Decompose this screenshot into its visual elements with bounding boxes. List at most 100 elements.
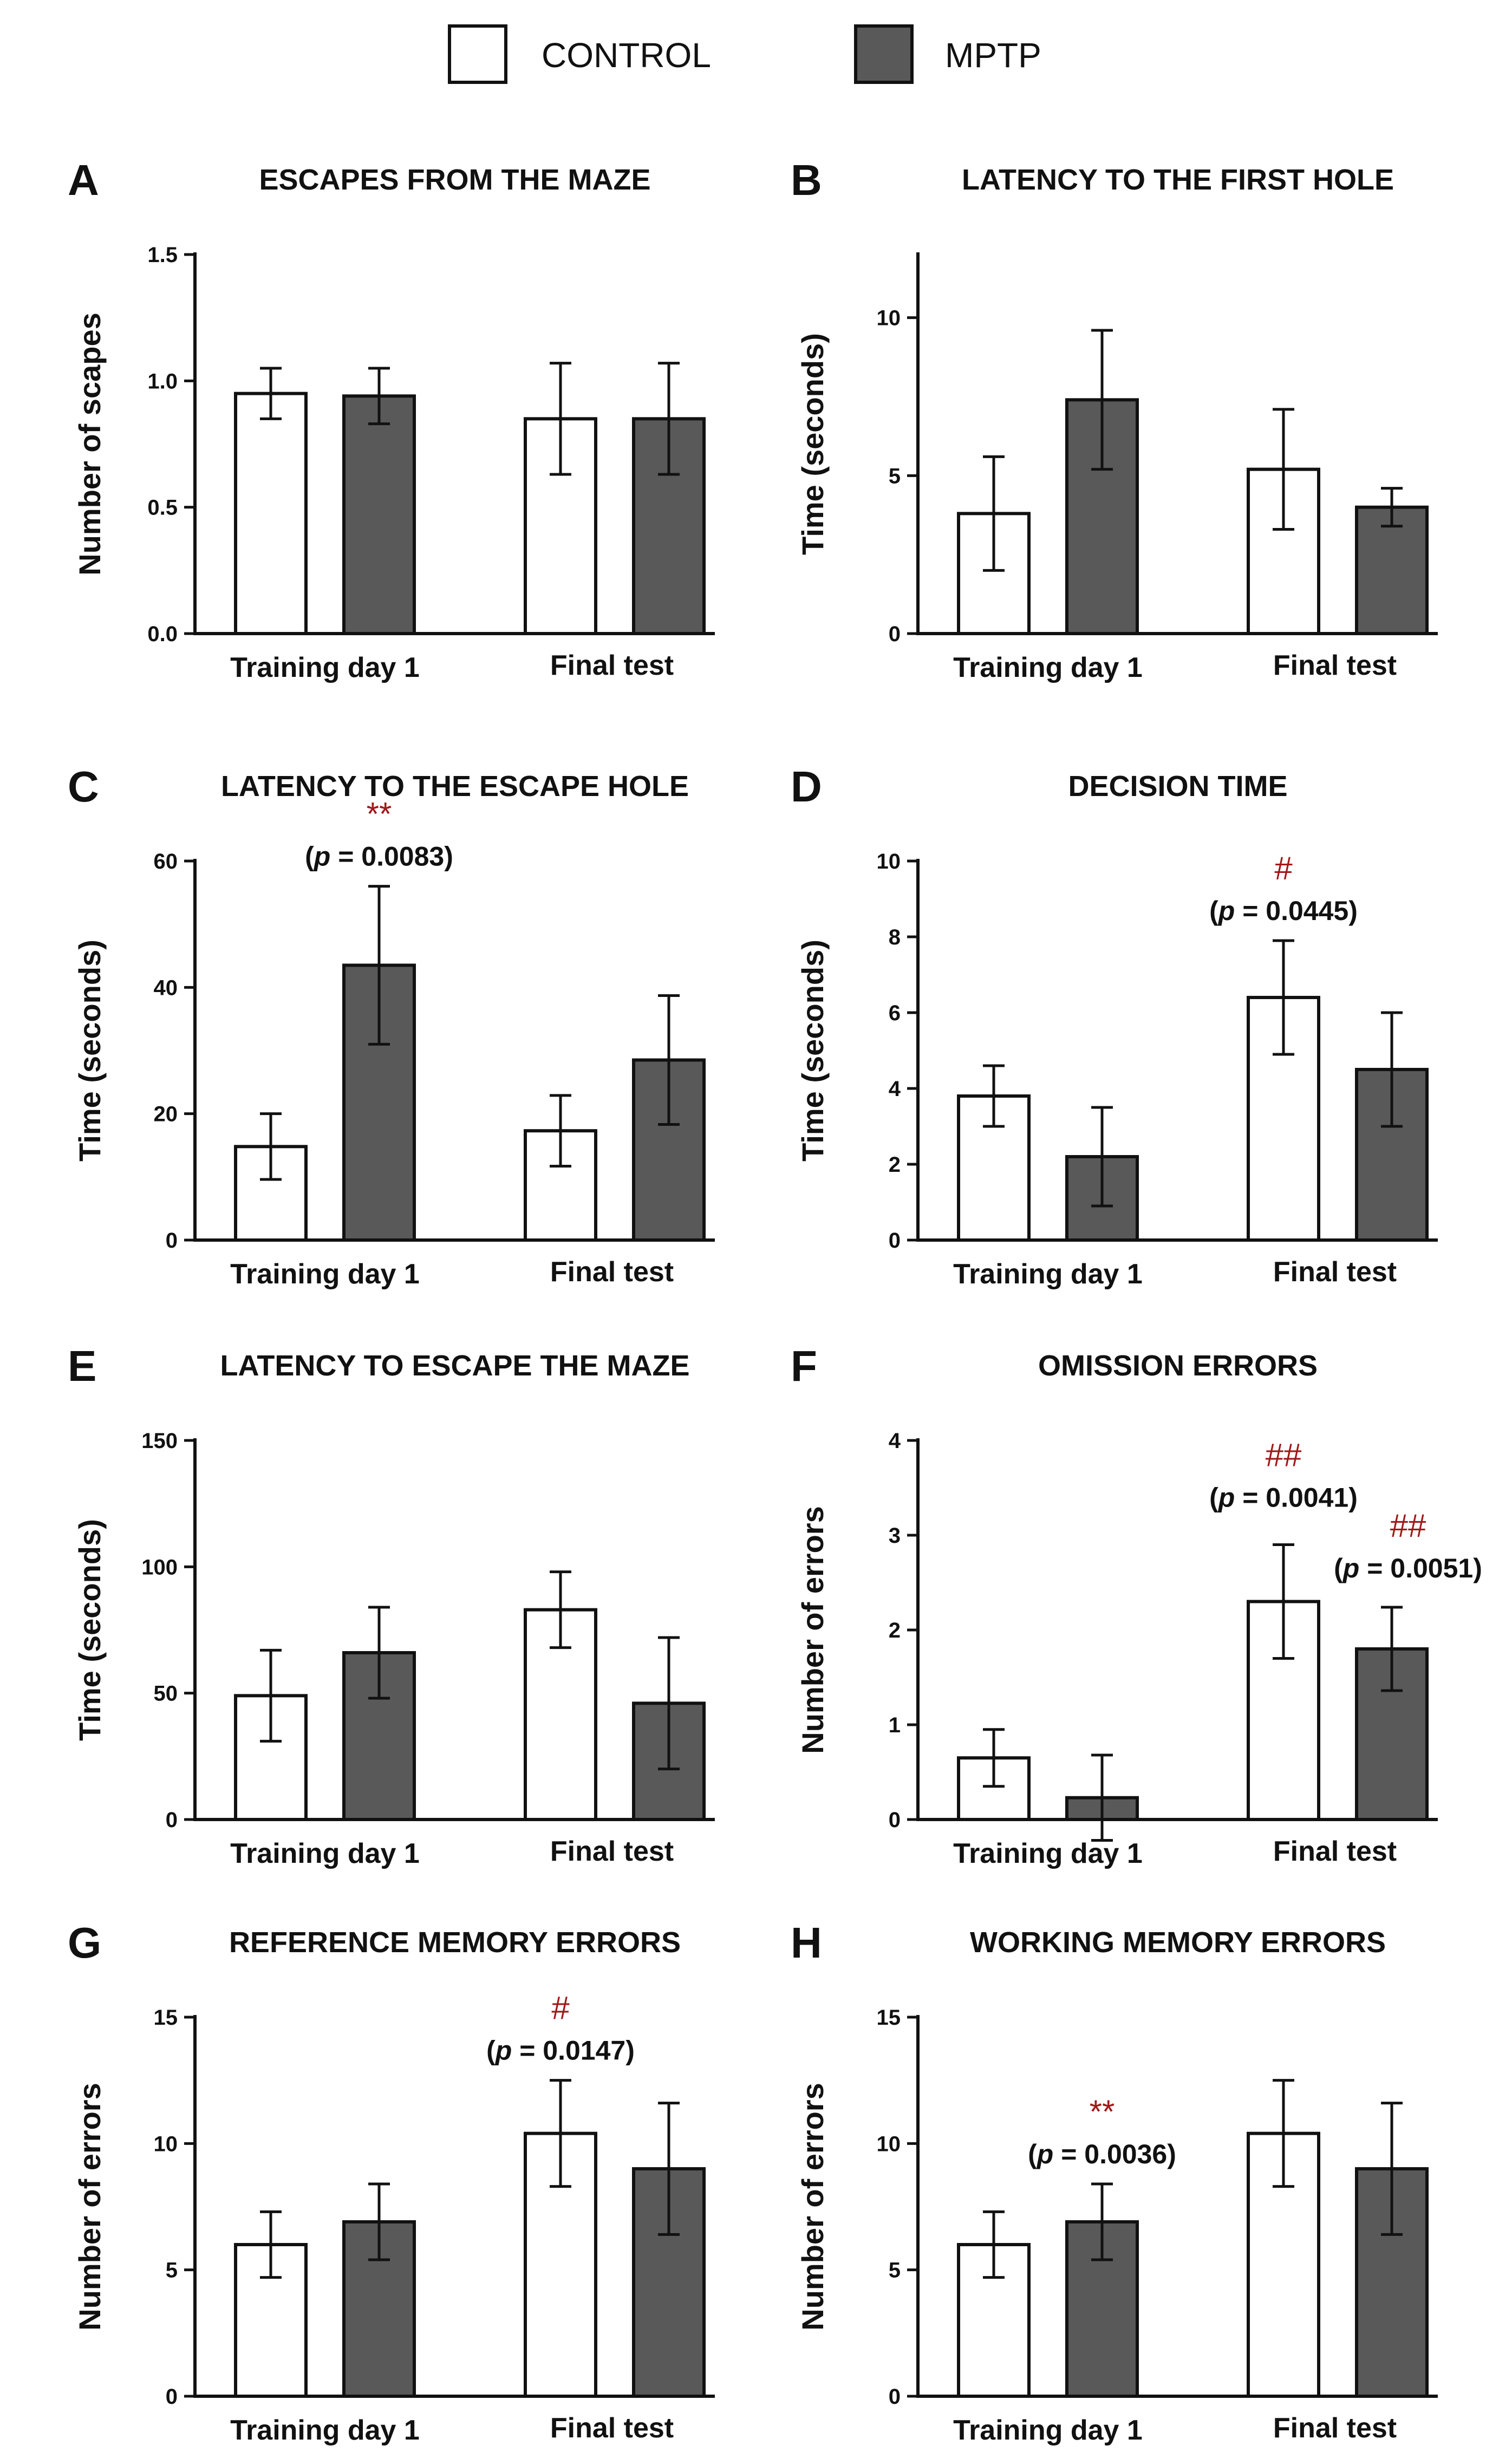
chart-g-title: REFERENCE MEMORY ERRORS bbox=[229, 1926, 681, 1959]
chart-d-y-tick-label: 2 bbox=[889, 1153, 901, 1177]
chart-e-x-tick-label: Final test bbox=[550, 1836, 674, 1867]
chart-f-p-value: (p = 0.0041) bbox=[1209, 1483, 1358, 1513]
chart-f-p-value-rest: = 0.0041) bbox=[1235, 1483, 1358, 1513]
chart-e-panel-letter: E bbox=[68, 1342, 96, 1390]
chart-f-y-tick-label: 1 bbox=[889, 1713, 901, 1737]
chart-f-y-label: Number of errors bbox=[796, 1506, 830, 1753]
chart-c-p-value-italic: p bbox=[313, 842, 331, 872]
chart-d-y-tick-label: 10 bbox=[877, 850, 901, 873]
chart-f-panel-letter: F bbox=[791, 1342, 817, 1390]
chart-h-significance-mark: ** bbox=[1090, 2094, 1115, 2130]
chart-e: E LATENCY TO ESCAPE THE MAZE Time (seconds… bbox=[68, 1342, 715, 1869]
chart-g-significance-mark: # bbox=[551, 1990, 570, 2026]
legend: CONTROL MPTP bbox=[448, 24, 1041, 84]
chart-b-y-label: Time (seconds) bbox=[796, 333, 830, 555]
chart-h-p-value-rest: = 0.0036) bbox=[1053, 2139, 1176, 2169]
chart-a-y-tick-label: 0.0 bbox=[147, 622, 178, 646]
chart-b-x-tick-label: Training day 1 bbox=[953, 652, 1143, 683]
chart-d-y-label: Time (seconds) bbox=[796, 940, 830, 1162]
chart-h-p-value-open: ( bbox=[1028, 2139, 1037, 2169]
legend-label-control: CONTROL bbox=[542, 36, 711, 75]
chart-g-y-tick-label: 10 bbox=[154, 2132, 178, 2156]
chart-d-y-tick-label: 0 bbox=[889, 1229, 901, 1253]
chart-f-p-value-italic: p bbox=[1342, 1553, 1360, 1583]
chart-f-p-value-rest: = 0.0051) bbox=[1359, 1553, 1482, 1583]
legend-label-mptp: MPTP bbox=[945, 36, 1041, 75]
legend-swatch-mptp bbox=[854, 24, 914, 84]
chart-h-y-tick-label: 15 bbox=[877, 2006, 901, 2030]
chart-d-panel-letter: D bbox=[791, 762, 822, 811]
chart-f-y-tick-label: 4 bbox=[889, 1429, 901, 1453]
chart-c-y-tick-label: 60 bbox=[154, 850, 178, 873]
chart-h-y-tick-label: 10 bbox=[877, 2132, 901, 2156]
chart-c-y-label: Time (seconds) bbox=[73, 940, 107, 1162]
chart-b-y-tick-label: 0 bbox=[889, 622, 901, 646]
chart-h-y-tick-label: 5 bbox=[889, 2259, 901, 2283]
chart-h-panel-letter: H bbox=[791, 1919, 822, 1967]
chart-a-x-tick-label: Training day 1 bbox=[230, 652, 420, 683]
chart-a-bar-mptp-1 bbox=[342, 394, 416, 635]
chart-f-y-tick-label: 2 bbox=[889, 1619, 901, 1642]
chart-c: C LATENCY TO THE ESCAPE HOLE Time (seconds… bbox=[68, 762, 715, 1290]
chart-c-title: LATENCY TO THE ESCAPE HOLE bbox=[221, 770, 689, 803]
chart-g-x-tick-label: Training day 1 bbox=[230, 2415, 420, 2446]
chart-g-p-value: (p = 0.0147) bbox=[486, 2036, 635, 2066]
chart-f-p-value-open: ( bbox=[1334, 1553, 1343, 1583]
chart-e-x-tick-label: Training day 1 bbox=[230, 1838, 420, 1869]
chart-f-significance-mark: ## bbox=[1390, 1508, 1426, 1544]
chart-h-title: WORKING MEMORY ERRORS bbox=[970, 1926, 1386, 1959]
chart-h-y-tick-label: 0 bbox=[889, 2385, 901, 2409]
chart-f: F OMISSION ERRORS Number of errors 0 1 2 3 4 Tra… bbox=[791, 1342, 1482, 1869]
chart-d-p-value-open: ( bbox=[1209, 896, 1218, 926]
chart-f-x-tick-label: Training day 1 bbox=[953, 1838, 1143, 1869]
chart-b-y-tick-label: 10 bbox=[877, 306, 901, 330]
chart-e-y-tick-label: 0 bbox=[166, 1808, 178, 1832]
chart-f-significance-mark: ## bbox=[1266, 1437, 1302, 1473]
chart-e-y-tick-label: 100 bbox=[141, 1555, 178, 1579]
chart-f-y-tick-label: 3 bbox=[889, 1524, 901, 1548]
chart-h: H WORKING MEMORY ERRORS Number of errors 0 5… bbox=[791, 1919, 1438, 2446]
chart-g-p-value-rest: = 0.0147) bbox=[512, 2036, 635, 2066]
chart-h-x-tick-label: Training day 1 bbox=[953, 2415, 1143, 2446]
chart-a-y-tick-label: 1.0 bbox=[147, 369, 178, 393]
chart-d-x-tick-label: Training day 1 bbox=[953, 1258, 1143, 1290]
chart-a-panel-letter: A bbox=[68, 156, 99, 204]
chart-d-title: DECISION TIME bbox=[1068, 770, 1287, 803]
chart-f-p-value: (p = 0.0051) bbox=[1334, 1553, 1482, 1583]
chart-a-title: ESCAPES FROM THE MAZE bbox=[259, 164, 650, 196]
chart-b-title: LATENCY TO THE FIRST HOLE bbox=[962, 164, 1394, 196]
chart-a-x-tick-label: Final test bbox=[550, 650, 674, 681]
chart-f-p-value-italic: p bbox=[1217, 1483, 1235, 1513]
chart-d-p-value-rest: = 0.0445) bbox=[1235, 896, 1358, 926]
chart-e-y-tick-label: 50 bbox=[154, 1682, 178, 1706]
chart-c-y-tick-label: 20 bbox=[154, 1103, 178, 1126]
chart-d-x-tick-label: Final test bbox=[1273, 1256, 1397, 1288]
chart-c-x-tick-label: Training day 1 bbox=[230, 1258, 420, 1290]
chart-g-y-label: Number of errors bbox=[73, 2083, 107, 2330]
chart-g: G REFERENCE MEMORY ERRORS Number of errors… bbox=[68, 1919, 715, 2446]
chart-g-y-tick-label: 15 bbox=[154, 2006, 178, 2030]
chart-a: A ESCAPES FROM THE MAZE Number of scapes 0.… bbox=[68, 156, 715, 683]
chart-b-x-tick-label: Final test bbox=[1273, 650, 1397, 681]
chart-a-y-label: Number of scapes bbox=[73, 312, 107, 576]
chart-d-y-tick-label: 8 bbox=[889, 925, 901, 949]
chart-c-significance-mark: ** bbox=[367, 796, 392, 832]
chart-h-p-value: (p = 0.0036) bbox=[1028, 2139, 1176, 2169]
chart-h-x-tick-label: Final test bbox=[1273, 2412, 1397, 2444]
chart-a-y-tick-label: 0.5 bbox=[147, 496, 178, 520]
chart-c-p-value-open: ( bbox=[305, 842, 314, 872]
chart-e-y-tick-label: 150 bbox=[141, 1429, 178, 1453]
chart-g-panel-letter: G bbox=[68, 1919, 101, 1967]
chart-c-p-value: (p = 0.0083) bbox=[305, 842, 453, 872]
chart-d-significance-mark: # bbox=[1274, 850, 1293, 886]
chart-g-p-value-open: ( bbox=[486, 2036, 496, 2066]
chart-c-x-tick-label: Final test bbox=[550, 1256, 674, 1288]
chart-d-y-tick-label: 6 bbox=[889, 1001, 901, 1025]
chart-f-y-tick-label: 0 bbox=[889, 1808, 901, 1832]
chart-f-p-value-open: ( bbox=[1209, 1483, 1218, 1513]
chart-e-y-label: Time (seconds) bbox=[73, 1519, 107, 1741]
chart-b-panel-letter: B bbox=[791, 156, 822, 204]
chart-f-x-tick-label: Final test bbox=[1273, 1836, 1397, 1867]
chart-e-title: LATENCY TO ESCAPE THE MAZE bbox=[220, 1349, 689, 1382]
